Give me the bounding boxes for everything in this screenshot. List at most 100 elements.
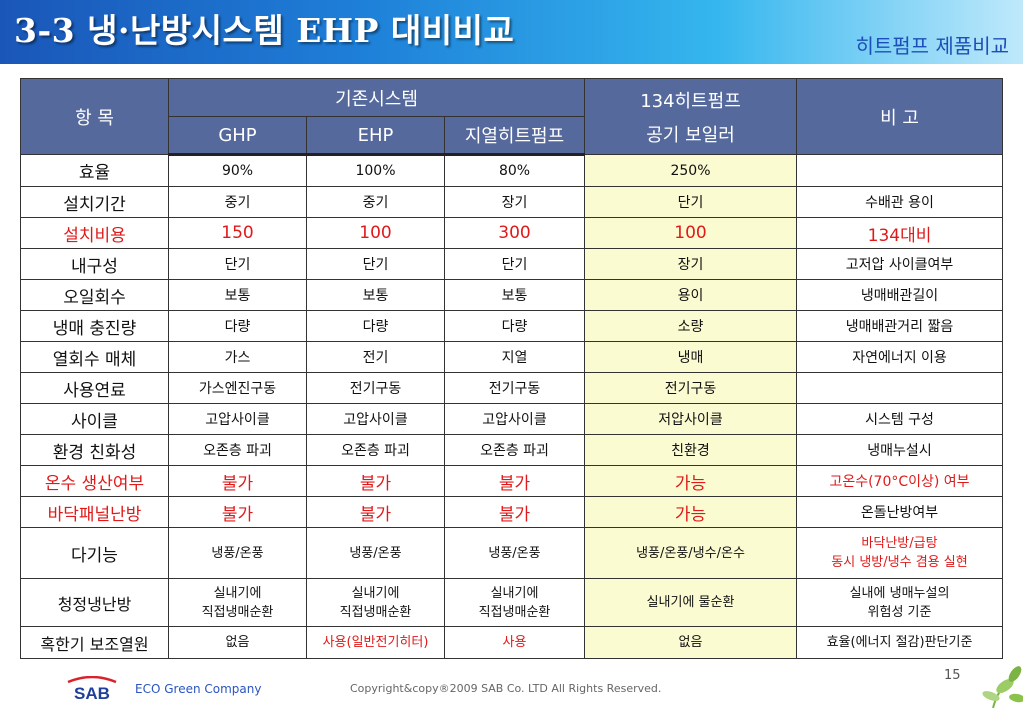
row-label: 다기능 — [20, 527, 169, 579]
page-title: 3-3 냉·난방시스템 EHP 대비비교 — [14, 11, 515, 50]
table-row: 혹한기 보조열원 없음 사용(일반전기히터) 사용 없음 효율(에너지 절감)판… — [20, 626, 1003, 659]
page-number: 15 — [944, 668, 961, 683]
cell-ehp: 100 — [306, 217, 445, 249]
cell-geothermal: 80% — [444, 154, 585, 187]
cell-heatpump: 냉풍/온풍/냉수/온수 — [584, 527, 797, 579]
cell-note-line2: 위험성 기준 — [867, 604, 932, 620]
cell-note: 냉매배관거리 짧음 — [796, 310, 1003, 342]
cell-heatpump: 장기 — [584, 248, 797, 280]
cell-geothermal-line1: 실내기에 — [490, 585, 539, 601]
cell-geothermal: 사용 — [444, 626, 585, 659]
header-item: 항 목 — [20, 78, 169, 155]
cell-heatpump: 실내기에 물순환 — [584, 578, 797, 627]
row-label: 효율 — [20, 154, 169, 187]
cell-heatpump: 냉매 — [584, 341, 797, 373]
cell-geothermal: 전기구동 — [444, 372, 585, 404]
cell-ghp: 가스 — [168, 341, 307, 373]
cell-ehp: 냉풍/온풍 — [306, 527, 445, 579]
table-row: 환경 친화성 오존층 파괴 오존층 파괴 오존층 파괴 친환경 냉매누설시 — [20, 434, 1003, 466]
row-label: 설치비용 — [20, 217, 169, 249]
row-label: 온수 생산여부 — [20, 465, 169, 497]
table-row: 설치비용 150 100 300 100 134대비 — [20, 217, 1003, 249]
cell-geothermal: 장기 — [444, 186, 585, 218]
cell-ghp: 없음 — [168, 626, 307, 659]
cell-note: 냉매누설시 — [796, 434, 1003, 466]
row-label: 냉매 충진량 — [20, 310, 169, 342]
row-label: 내구성 — [20, 248, 169, 280]
cell-ehp-line1: 실내기에 — [351, 585, 400, 601]
table-row: 냉매 충진량 다량 다량 다량 소량 냉매배관거리 짧음 — [20, 310, 1003, 342]
header-row: 항 목 기존시스템 134히트펌프 공기 보일러 비 고 — [20, 78, 1003, 155]
cell-geothermal: 고압사이클 — [444, 403, 585, 435]
table-row: 설치기간 중기 중기 장기 단기 수배관 용이 — [20, 186, 1003, 218]
logo-text: SAB — [74, 684, 110, 702]
cell-ehp: 불가 — [306, 496, 445, 528]
cell-note — [796, 372, 1003, 404]
cell-ghp-line1: 실내기에 — [213, 585, 262, 601]
table-row: 다기능 냉풍/온풍 냉풍/온풍 냉풍/온풍 냉풍/온풍/냉수/온수 바닥난방/급… — [20, 527, 1003, 579]
cell-heatpump: 250% — [584, 154, 797, 187]
cell-ghp: 보통 — [168, 279, 307, 311]
cell-geothermal: 불가 — [444, 496, 585, 528]
row-label: 사용연료 — [20, 372, 169, 404]
comparison-table: 항 목 기존시스템 134히트펌프 공기 보일러 비 고 GHP EHP 지열히… — [20, 78, 1003, 659]
cell-geothermal: 불가 — [444, 465, 585, 497]
cell-ghp: 오존층 파괴 — [168, 434, 307, 466]
cell-heatpump: 저압사이클 — [584, 403, 797, 435]
cell-geothermal: 보통 — [444, 279, 585, 311]
table-row: 효율 90% 100% 80% 250% — [20, 154, 1003, 187]
header-ghp: GHP — [168, 116, 307, 156]
sab-logo: SAB — [67, 676, 117, 702]
row-label: 오일회수 — [20, 279, 169, 311]
cell-ehp-line2: 직접냉매순환 — [339, 604, 412, 620]
cell-geothermal: 오존층 파괴 — [444, 434, 585, 466]
cell-ehp: 중기 — [306, 186, 445, 218]
cell-ghp: 90% — [168, 154, 307, 187]
cell-heatpump: 소량 — [584, 310, 797, 342]
cell-note: 실내에 냉매누설의 위험성 기준 — [796, 578, 1003, 627]
cell-geothermal-line2: 직접냉매순환 — [478, 604, 551, 620]
table-row: 사이클 고압사이클 고압사이클 고압사이클 저압사이클 시스템 구성 — [20, 403, 1003, 435]
cell-ehp: 전기 — [306, 341, 445, 373]
cell-note: 바닥난방/급탕 동시 냉방/냉수 겸용 실현 — [796, 527, 1003, 579]
footer-copyright: Copyright&copy®2009 SAB Co. LTD All Righ… — [350, 682, 662, 695]
cell-ehp: 100% — [306, 154, 445, 187]
cell-heatpump: 용이 — [584, 279, 797, 311]
header-ehp: EHP — [306, 116, 445, 156]
cell-ehp: 사용(일반전기히터) — [306, 626, 445, 659]
header-existing-systems: 기존시스템 — [168, 78, 585, 117]
page-subtitle: 히트펌프 제품비교 — [855, 34, 1009, 58]
cell-ghp: 냉풍/온풍 — [168, 527, 307, 579]
cell-heatpump: 친환경 — [584, 434, 797, 466]
table-row: 청정냉난방 실내기에 직접냉매순환 실내기에 직접냉매순환 실내기에 직접냉매순… — [20, 578, 1003, 627]
cell-ehp: 고압사이클 — [306, 403, 445, 435]
cell-geothermal: 지열 — [444, 341, 585, 373]
cell-ghp: 실내기에 직접냉매순환 — [168, 578, 307, 627]
cell-heatpump: 가능 — [584, 465, 797, 497]
row-label: 설치기간 — [20, 186, 169, 218]
header-geothermal: 지열히트펌프 — [444, 116, 585, 156]
cell-ghp: 단기 — [168, 248, 307, 280]
footer: SAB ECO Green Company Copyright&copy®200… — [0, 674, 1023, 708]
cell-note: 고저압 사이클여부 — [796, 248, 1003, 280]
cell-note: 시스템 구성 — [796, 403, 1003, 435]
cell-note: 온돌난방여부 — [796, 496, 1003, 528]
cell-geothermal: 실내기에 직접냉매순환 — [444, 578, 585, 627]
cell-ehp: 보통 — [306, 279, 445, 311]
cell-note: 냉매배관길이 — [796, 279, 1003, 311]
table-row: 열회수 매체 가스 전기 지열 냉매 자연에너지 이용 — [20, 341, 1003, 373]
footer-tagline: ECO Green Company — [135, 682, 262, 696]
row-label: 청정냉난방 — [20, 578, 169, 627]
header-note: 비 고 — [796, 78, 1003, 155]
cell-note: 고온수(70°C이상) 여부 — [796, 465, 1003, 497]
cell-note: 자연에너지 이용 — [796, 341, 1003, 373]
cell-ehp: 불가 — [306, 465, 445, 497]
header-subrow: GHP EHP 지열히트펌프 — [21, 116, 1003, 156]
cell-ghp: 150 — [168, 217, 307, 249]
table-row: 바닥패널난방 불가 불가 불가 가능 온돌난방여부 — [20, 496, 1003, 528]
cell-note: 수배관 용이 — [796, 186, 1003, 218]
cell-heatpump: 전기구동 — [584, 372, 797, 404]
cell-note-line2: 동시 냉방/냉수 겸용 실현 — [831, 555, 968, 570]
cell-heatpump: 100 — [584, 217, 797, 249]
table-row: 오일회수 보통 보통 보통 용이 냉매배관길이 — [20, 279, 1003, 311]
